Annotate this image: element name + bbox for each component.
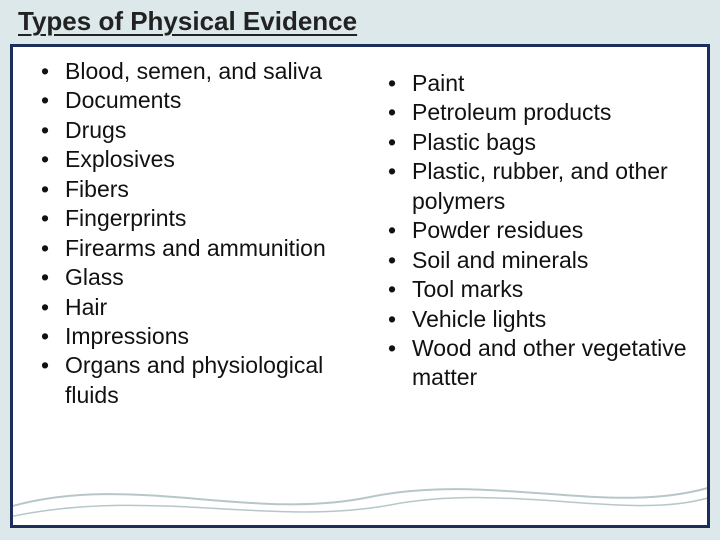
list-item: Explosives	[41, 145, 350, 174]
slide-title: Types of Physical Evidence	[18, 6, 357, 37]
list-item: Drugs	[41, 116, 350, 145]
list-item: Paint	[388, 69, 697, 98]
list-item: Fingerprints	[41, 204, 350, 233]
list-item: Hair	[41, 293, 350, 322]
list-item: Firearms and ammunition	[41, 234, 350, 263]
list-item: Plastic, rubber, and other polymers	[388, 157, 697, 216]
content-box: Blood, semen, and saliva Documents Drugs…	[10, 44, 710, 528]
list-item: Fibers	[41, 175, 350, 204]
left-list: Blood, semen, and saliva Documents Drugs…	[41, 57, 350, 410]
columns: Blood, semen, and saliva Documents Drugs…	[13, 47, 707, 525]
list-item: Tool marks	[388, 275, 697, 304]
right-list: Paint Petroleum products Plastic bags Pl…	[388, 69, 697, 393]
list-item: Wood and other vegetative matter	[388, 334, 697, 393]
list-item: Glass	[41, 263, 350, 292]
right-column: Paint Petroleum products Plastic bags Pl…	[360, 47, 707, 525]
left-column: Blood, semen, and saliva Documents Drugs…	[13, 47, 360, 525]
list-item: Plastic bags	[388, 128, 697, 157]
list-item: Powder residues	[388, 216, 697, 245]
list-item: Petroleum products	[388, 98, 697, 127]
list-item: Blood, semen, and saliva	[41, 57, 350, 86]
list-item: Vehicle lights	[388, 305, 697, 334]
slide: Types of Physical Evidence Blood, semen,…	[0, 0, 720, 540]
list-item: Documents	[41, 86, 350, 115]
list-item: Soil and minerals	[388, 246, 697, 275]
list-item: Organs and physiological fluids	[41, 351, 350, 410]
list-item: Impressions	[41, 322, 350, 351]
